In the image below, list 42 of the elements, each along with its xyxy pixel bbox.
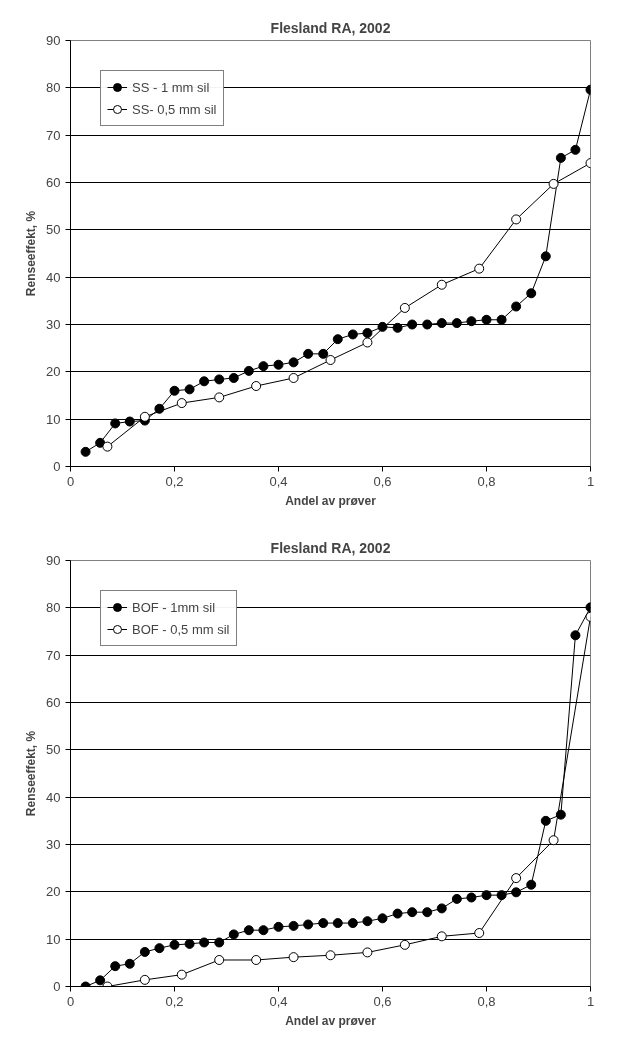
y-axis-title: Renseeffekt, % [24, 730, 39, 817]
y-tick-label: 80 [46, 600, 61, 616]
x-tick-label: 0,6 [373, 993, 392, 1009]
y-tick-label: 30 [46, 837, 61, 852]
chart-title: Flesland RA, 2002 [270, 539, 391, 556]
y-axis-title: Renseeffekt, % [24, 210, 39, 297]
y-tick-label: 90 [46, 33, 61, 48]
x-tick-label: 0,6 [373, 473, 392, 489]
y-tick-label: 40 [46, 789, 61, 805]
x-tick-label: 0,8 [477, 473, 496, 489]
y-tick-label: 30 [46, 317, 61, 332]
x-tick-label: 0,4 [269, 993, 288, 1009]
x-tick-label: 0,4 [269, 473, 288, 489]
legend-label: SS - 1 mm sil [132, 79, 210, 95]
y-tick-label: 20 [46, 884, 61, 900]
y-tick-label: 10 [46, 411, 61, 427]
chart-title: Flesland RA, 2002 [270, 19, 391, 36]
y-tick-label: 50 [46, 222, 61, 238]
y-tick-label: 70 [46, 127, 61, 143]
y-tick-label: 50 [46, 742, 61, 758]
x-tick-label: 0 [66, 993, 75, 1009]
x-tick-label: 0,2 [165, 993, 184, 1009]
x-tick-label: 1 [586, 473, 595, 489]
y-tick-label: 90 [46, 553, 61, 568]
y-tick-label: 70 [46, 647, 61, 663]
y-tick-label: 80 [46, 80, 61, 96]
y-tick-label: 10 [46, 931, 61, 947]
x-axis-title: Andel av prøver [285, 493, 377, 508]
y-tick-label: 40 [46, 269, 61, 285]
x-tick-label: 0,8 [477, 993, 496, 1009]
legend-label: BOF - 1mm sil [132, 599, 216, 615]
y-tick-label: 60 [46, 175, 61, 190]
y-tick-label: 0 [53, 459, 61, 474]
y-tick-label: 20 [46, 364, 61, 380]
legend-label: BOF - 0,5 mm sil [132, 621, 230, 637]
y-tick-label: 0 [53, 979, 61, 994]
x-tick-label: 1 [586, 993, 595, 1009]
x-axis-title: Andel av prøver [285, 1013, 377, 1028]
x-tick-label: 0 [66, 473, 75, 489]
x-tick-label: 0,2 [165, 473, 184, 489]
y-tick-label: 60 [46, 695, 61, 710]
legend-label: SS- 0,5 mm sil [132, 101, 217, 117]
